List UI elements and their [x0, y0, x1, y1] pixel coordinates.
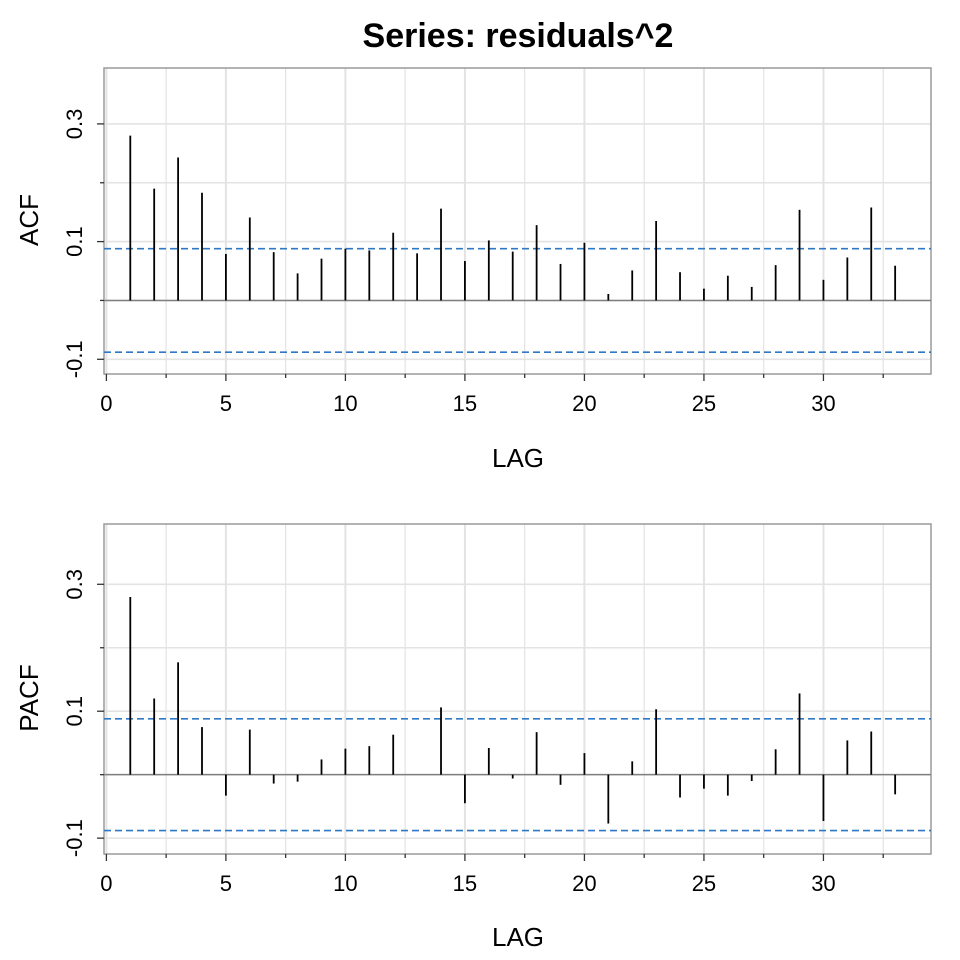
x-tick-label: 20: [572, 391, 596, 416]
y-tick-label: 0.3: [62, 109, 87, 140]
acf-panel: 0 5 10 15 20 25 30 -0.1 0.1 0.3: [62, 67, 932, 416]
x-tick-label: 5: [220, 391, 232, 416]
acf-x-axis-label: LAG: [492, 443, 544, 473]
y-tick-label: 0.1: [62, 226, 87, 257]
plot-frame: [103, 67, 932, 375]
x-tick-label: 10: [333, 871, 357, 896]
plot-frame: [103, 523, 932, 855]
x-tick-label: 15: [453, 391, 477, 416]
x-tick-label: 25: [692, 391, 716, 416]
x-tick-label: 0: [100, 871, 112, 896]
y-tick-label: -0.1: [62, 340, 87, 378]
x-tick-label: 30: [811, 871, 835, 896]
x-tick-label: 5: [220, 871, 232, 896]
pacf-panel: 0 5 10 15 20 25 30 -0.1 0.1 0.3: [62, 523, 932, 896]
pacf-x-axis-label: LAG: [492, 922, 544, 952]
x-tick-label: 20: [572, 871, 596, 896]
x-tick-label: 25: [692, 871, 716, 896]
y-tick-label: 0.1: [62, 696, 87, 727]
x-tick-label: 10: [333, 391, 357, 416]
pacf-y-axis-label: PACF: [14, 664, 44, 731]
y-tick-label: -0.1: [62, 819, 87, 857]
acf-y-axis-label: ACF: [14, 194, 44, 246]
x-tick-label: 15: [453, 871, 477, 896]
x-tick-label: 0: [100, 391, 112, 416]
chart-title: Series: residuals^2: [363, 17, 674, 55]
y-tick-label: 0.3: [62, 569, 87, 600]
x-tick-label: 30: [811, 391, 835, 416]
